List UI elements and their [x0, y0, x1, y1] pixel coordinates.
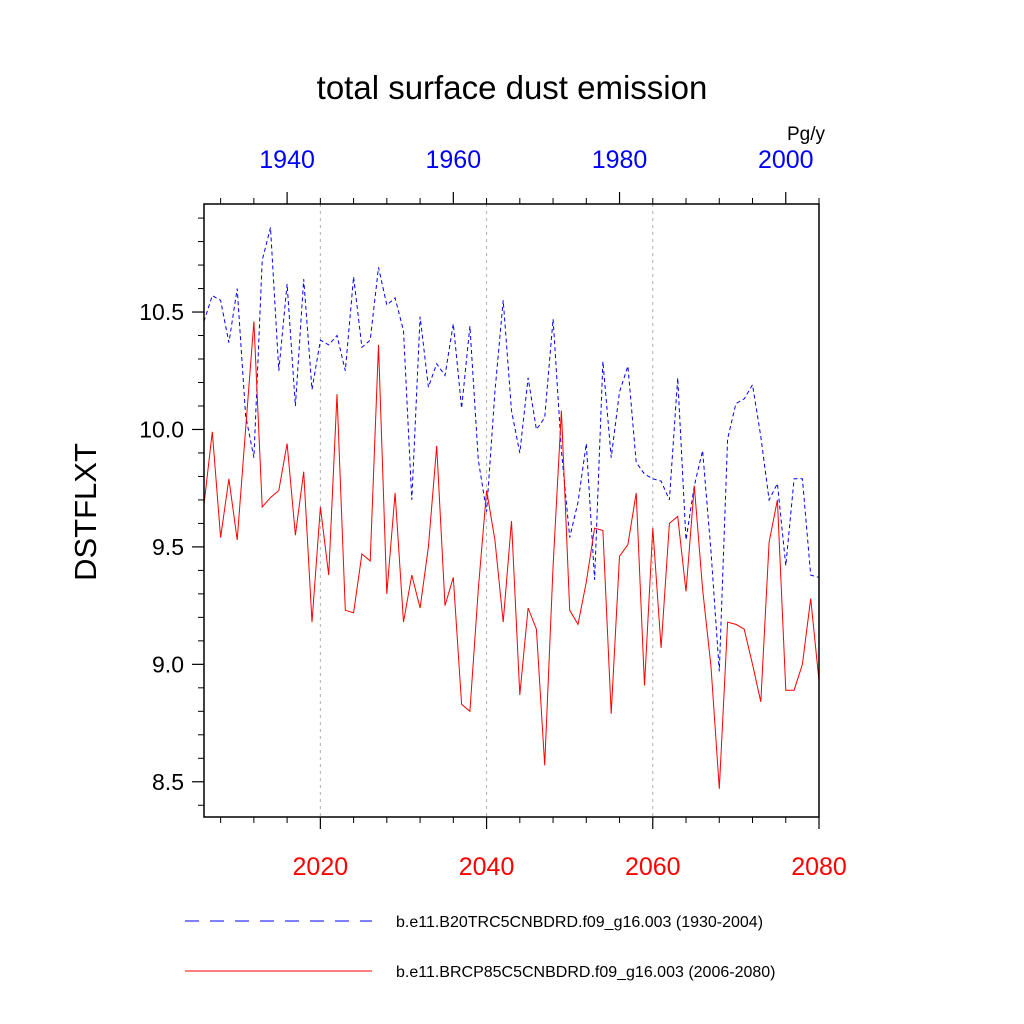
y-tick-label: 9.5 — [152, 534, 184, 560]
x-bottom-tick-label: 2080 — [791, 853, 847, 881]
x-bottom-tick-label: 2020 — [293, 853, 349, 881]
x-bottom-tick-label: 2060 — [625, 853, 681, 881]
x-top-tick-label: 1940 — [259, 146, 315, 174]
series-line-rcp85 — [203, 321, 820, 789]
units-label: Pg/y — [787, 124, 826, 145]
legend-label-historical: b.e11.B20TRC5CNBDRD.f09_g16.003 (1930-20… — [396, 914, 763, 931]
y-tick-label: 10.0 — [139, 416, 184, 442]
y-tick-label: 10.5 — [139, 299, 184, 325]
x-top-tick-label: 1960 — [426, 146, 482, 174]
legend: b.e11.B20TRC5CNBDRD.f09_g16.003 (1930-20… — [185, 914, 775, 981]
y-tick-label: 9.0 — [152, 651, 184, 677]
legend-label-rcp85: b.e11.BRCP85C5CNBDRD.f09_g16.003 (2006-2… — [396, 964, 775, 981]
x-bottom-tick-label: 2040 — [459, 853, 515, 881]
axes: 8.5 9.0 9.5 10.0 10.5 2020 2040 2060 2080 1940 196… — [139, 146, 847, 881]
series-lines — [203, 227, 820, 789]
y-tick-label: 8.5 — [152, 769, 184, 795]
series-line-historical — [203, 227, 820, 672]
y-axis-label: DSTFLXT — [68, 443, 103, 581]
x-top-tick-label: 2000 — [758, 146, 814, 174]
chart-title: total surface dust emission — [317, 69, 708, 106]
plot-frame — [203, 203, 820, 818]
x-top-tick-label: 1980 — [592, 146, 648, 174]
